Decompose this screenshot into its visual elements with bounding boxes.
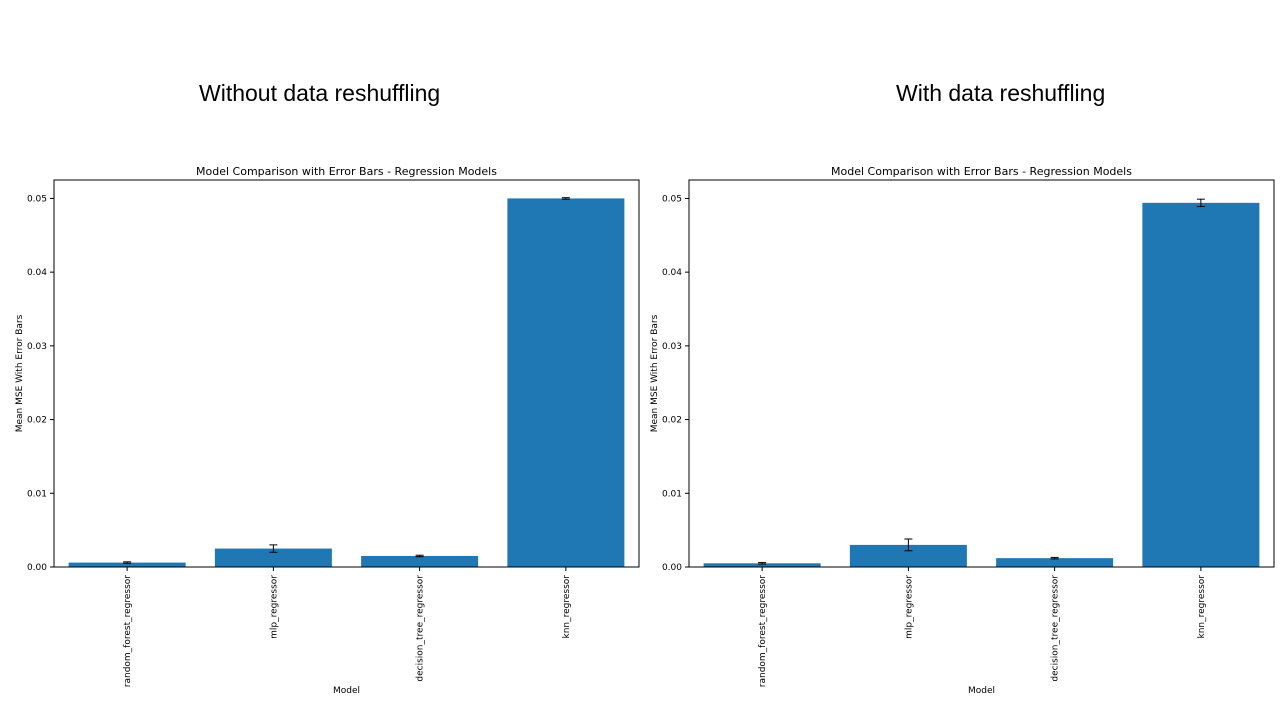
x-tick-label-random_forest_regressor: random_forest_regressor bbox=[123, 575, 133, 688]
bar-decision_tree_regressor bbox=[361, 555, 479, 567]
bar-random_forest_regressor bbox=[68, 562, 186, 567]
y-tick-label-4: 0.04 bbox=[27, 268, 47, 278]
bar-knn_regressor bbox=[507, 198, 625, 567]
y-tick-label-1: 0.01 bbox=[27, 489, 47, 499]
y-tick-label-5: 0.05 bbox=[662, 194, 682, 204]
x-axis-label: Model bbox=[333, 686, 360, 696]
x-axis-label: Model bbox=[968, 686, 995, 696]
bar-knn_regressor bbox=[1142, 202, 1260, 567]
bar-mlp_regressor bbox=[849, 544, 967, 567]
y-tick-label-2: 0.02 bbox=[27, 416, 47, 426]
y-tick-label-4: 0.04 bbox=[662, 268, 682, 278]
x-tick-label-knn_regressor: knn_regressor bbox=[1197, 575, 1207, 639]
right-panel-heading: With data reshuffling bbox=[896, 80, 1106, 106]
y-axis-label: Mean MSE With Error Bars bbox=[15, 314, 25, 432]
y-tick-label-3: 0.03 bbox=[27, 342, 47, 352]
x-tick-label-decision_tree_regressor: decision_tree_regressor bbox=[416, 575, 426, 682]
bar-random_forest_regressor bbox=[703, 563, 821, 567]
bar-decision_tree_regressor bbox=[996, 558, 1114, 567]
chart-title: Model Comparison with Error Bars - Regre… bbox=[831, 165, 1132, 178]
axes-frame bbox=[53, 179, 640, 568]
x-tick-label-mlp_regressor: mlp_regressor bbox=[904, 575, 914, 639]
chart-title: Model Comparison with Error Bars - Regre… bbox=[196, 165, 497, 178]
y-tick-label-5: 0.05 bbox=[27, 194, 47, 204]
y-axis-label: Mean MSE With Error Bars bbox=[650, 314, 660, 432]
x-tick-label-decision_tree_regressor: decision_tree_regressor bbox=[1051, 575, 1061, 682]
x-tick-label-knn_regressor: knn_regressor bbox=[562, 575, 572, 639]
x-tick-label-mlp_regressor: mlp_regressor bbox=[269, 575, 279, 639]
y-tick-label-2: 0.02 bbox=[662, 416, 682, 426]
y-tick-label-0: 0.00 bbox=[27, 563, 47, 573]
y-tick-label-3: 0.03 bbox=[662, 342, 682, 352]
y-tick-label-0: 0.00 bbox=[662, 563, 682, 573]
axes-frame bbox=[688, 179, 1275, 568]
y-tick-label-1: 0.01 bbox=[662, 489, 682, 499]
x-tick-label-random_forest_regressor: random_forest_regressor bbox=[758, 575, 768, 688]
left-panel-heading: Without data reshuffling bbox=[199, 80, 441, 106]
bar-mlp_regressor bbox=[214, 548, 332, 567]
